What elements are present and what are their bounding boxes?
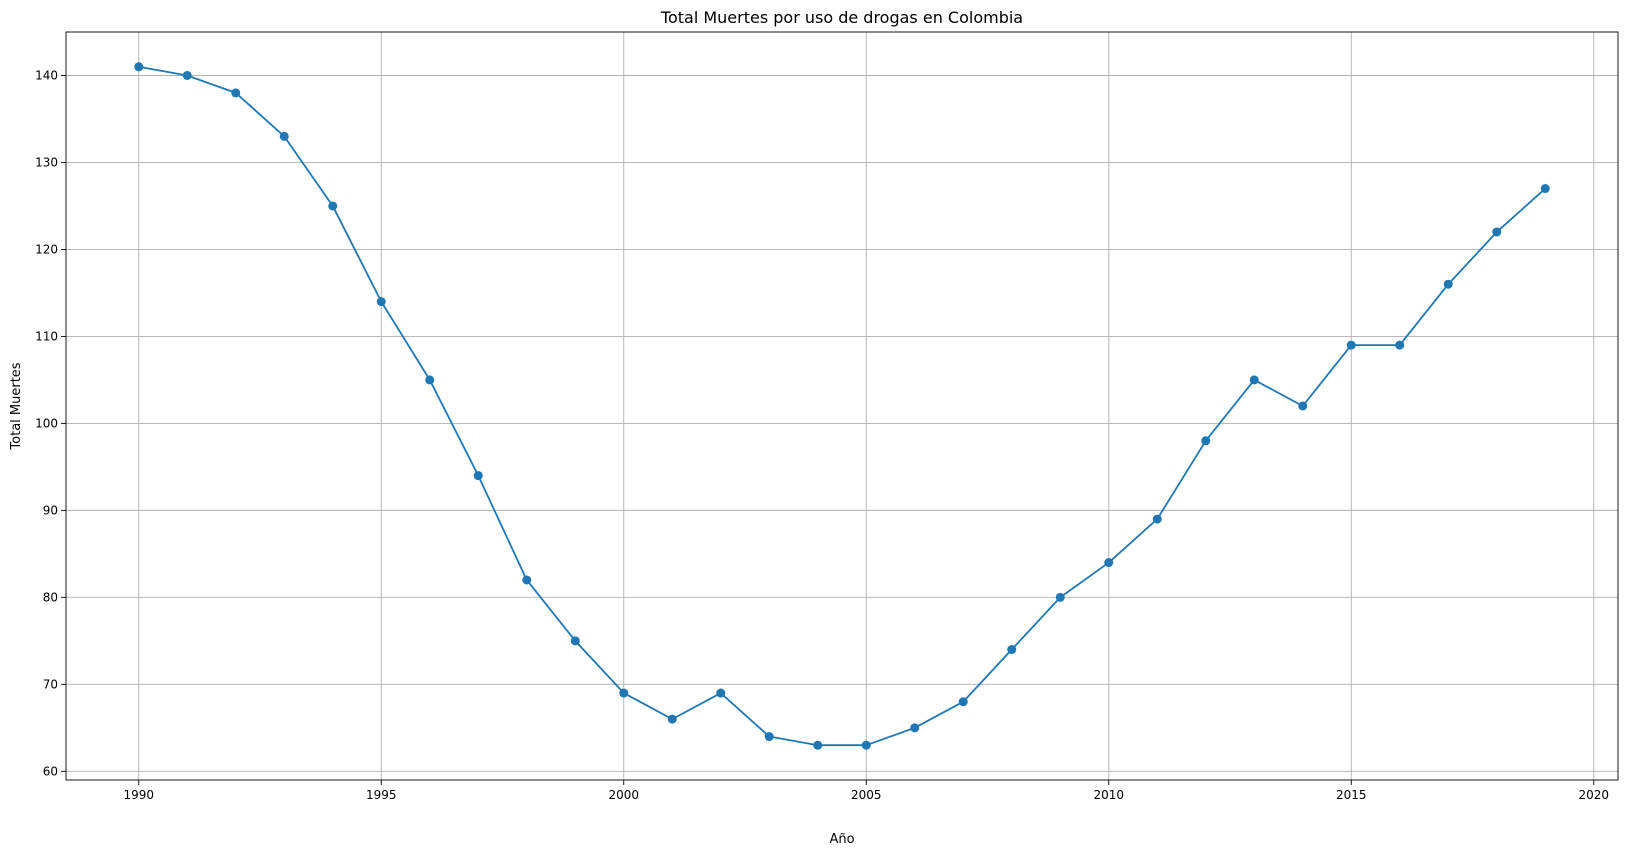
y-tick-label: 110 (35, 329, 58, 343)
data-point (1443, 279, 1453, 289)
y-tick-label: 140 (35, 68, 58, 82)
data-point (1492, 227, 1502, 237)
data-point (619, 688, 629, 698)
data-point (1055, 592, 1065, 602)
data-point (231, 88, 241, 98)
y-tick-label: 120 (35, 242, 58, 256)
data-point (522, 575, 532, 585)
y-tick-label: 100 (35, 416, 58, 430)
data-point (182, 70, 192, 80)
y-tick-label: 130 (35, 155, 58, 169)
series (134, 62, 1550, 750)
chart-title: Total Muertes por uso de drogas en Colom… (660, 8, 1023, 27)
data-point (1007, 645, 1017, 655)
data-point (1346, 340, 1356, 350)
x-tick-label: 2020 (1578, 788, 1609, 802)
axis-ticks: 1990 1995 2000 2005 2010 2015 2020 60 70 80 90 100 1… (35, 68, 1609, 802)
data-point (667, 714, 677, 724)
data-point (813, 740, 823, 750)
y-tick-label: 70 (43, 677, 58, 691)
data-point (134, 62, 144, 72)
data-point (570, 636, 580, 646)
x-tick-label: 1995 (366, 788, 397, 802)
data-point (1152, 514, 1162, 524)
y-tick-label: 60 (43, 764, 58, 778)
y-axis-label: Total Muertes (9, 362, 24, 450)
data-point (958, 697, 968, 707)
x-tick-label: 2005 (851, 788, 882, 802)
data-point (1540, 184, 1550, 194)
data-point (861, 740, 871, 750)
data-point (716, 688, 726, 698)
x-axis-label: Año (829, 832, 854, 847)
plot-area-frame (65, 31, 1619, 781)
x-tick-label: 2010 (1093, 788, 1124, 802)
data-point (473, 471, 483, 481)
x-tick-label: 2015 (1336, 788, 1367, 802)
data-point (328, 201, 338, 211)
data-point (1104, 558, 1114, 568)
y-tick-label: 90 (43, 503, 58, 517)
data-point (279, 131, 289, 141)
data-point (1395, 340, 1405, 350)
x-tick-label: 1990 (123, 788, 154, 802)
data-point (764, 732, 774, 742)
data-point (1249, 375, 1259, 385)
x-tick-label: 2000 (608, 788, 639, 802)
grid-lines (66, 32, 1618, 780)
data-point (910, 723, 920, 733)
data-point (1298, 401, 1308, 411)
y-tick-label: 80 (43, 590, 58, 604)
data-point (376, 297, 386, 307)
series-line (138, 65, 1546, 747)
data-point (1201, 436, 1211, 446)
data-point (425, 375, 435, 385)
